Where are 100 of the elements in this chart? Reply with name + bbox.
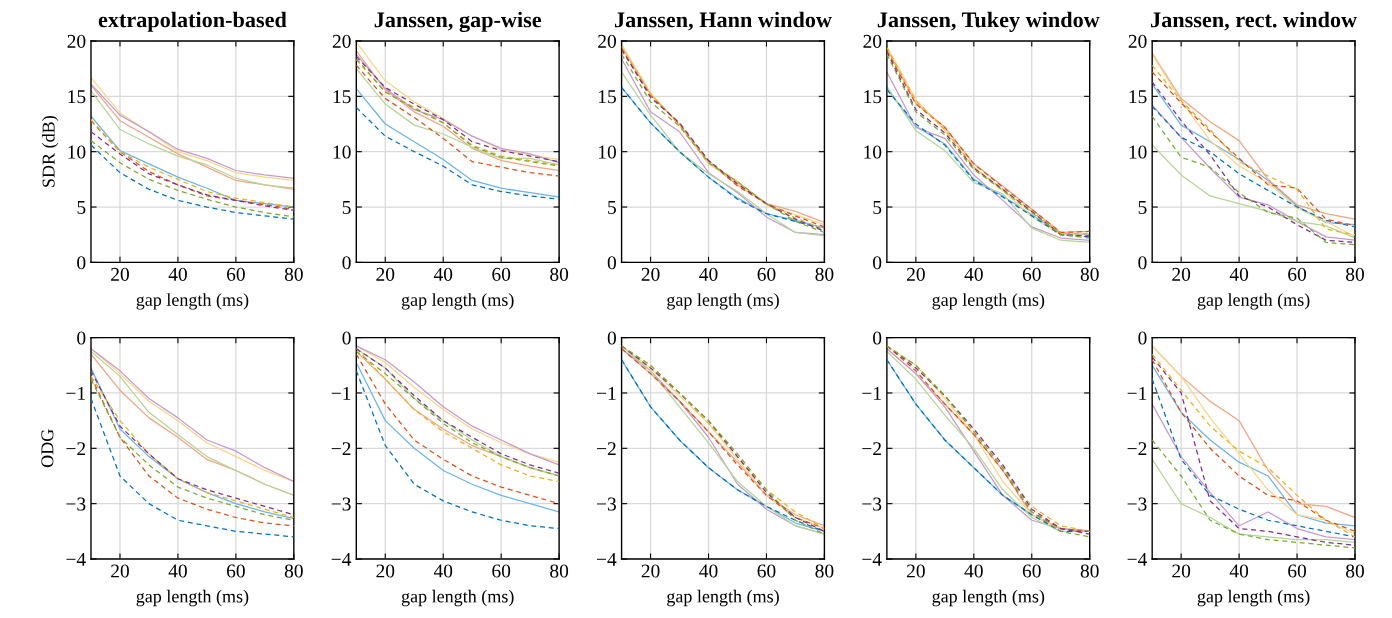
x-tick-label: 20 bbox=[906, 267, 925, 281]
x-axis-title: gap length (ms) bbox=[667, 589, 779, 607]
x-tick-label: 20 bbox=[1172, 564, 1191, 578]
y-tick-label: 0 bbox=[1138, 256, 1147, 270]
x-axis-title: gap length (ms) bbox=[1197, 293, 1310, 310]
chart-title: extrapolation-based bbox=[98, 11, 287, 32]
y-tick-label: 0 bbox=[342, 331, 351, 345]
x-tick-label: 40 bbox=[964, 267, 983, 281]
y-tick-label: −3 bbox=[331, 497, 351, 511]
x-tick-label: 20 bbox=[376, 564, 395, 578]
y-tick-label: −3 bbox=[66, 497, 86, 511]
y-tick-label: 5 bbox=[342, 201, 351, 214]
x-axis-title: gap length (ms) bbox=[932, 589, 1045, 607]
x-tick-label: 20 bbox=[111, 267, 129, 281]
x-tick-label: 20 bbox=[111, 564, 129, 578]
y-tick-label: −1 bbox=[331, 386, 351, 400]
y-tick-label: 20 bbox=[598, 34, 616, 48]
y-tick-label: 20 bbox=[67, 34, 86, 48]
line-series bbox=[356, 87, 560, 198]
x-tick-label: 60 bbox=[1022, 564, 1041, 578]
x-tick-label: 80 bbox=[284, 564, 303, 578]
line-series bbox=[356, 106, 560, 200]
x-tick-label: 80 bbox=[550, 267, 569, 281]
y-tick-label: −1 bbox=[1127, 386, 1147, 400]
x-tick-label: 40 bbox=[964, 564, 983, 578]
x-tick-label: 60 bbox=[1022, 267, 1041, 281]
y-tick-label: 5 bbox=[77, 201, 86, 214]
chart-title: Janssen, Tukey window bbox=[877, 11, 1100, 32]
x-tick-label: 20 bbox=[906, 564, 925, 578]
line-series bbox=[356, 370, 560, 530]
y-tick-label: −1 bbox=[597, 386, 616, 400]
x-tick-label: 40 bbox=[1229, 564, 1249, 578]
line-series bbox=[1152, 439, 1355, 549]
x-tick-label: 20 bbox=[641, 564, 660, 578]
line-series bbox=[1152, 403, 1355, 541]
y-tick-label: 0 bbox=[77, 331, 86, 345]
x-tick-label: 20 bbox=[376, 267, 395, 281]
line-series bbox=[91, 397, 294, 538]
x-tick-label: 40 bbox=[433, 267, 453, 281]
x-tick-label: 80 bbox=[1346, 267, 1364, 281]
y-tick-label: −4 bbox=[66, 552, 86, 566]
x-tick-label: 60 bbox=[1288, 267, 1307, 281]
y-tick-label: 5 bbox=[608, 201, 616, 214]
y-axis-title: ODG bbox=[41, 429, 54, 468]
chart-title: Janssen, gap-wise bbox=[374, 11, 542, 33]
x-axis-title: gap length (ms) bbox=[932, 293, 1045, 310]
y-tick-label: −3 bbox=[597, 497, 616, 511]
y-tick-label: 5 bbox=[873, 201, 882, 214]
x-tick-label: 60 bbox=[492, 564, 511, 578]
y-tick-label: 10 bbox=[598, 145, 616, 159]
x-tick-label: 80 bbox=[815, 564, 834, 578]
y-tick-label: −3 bbox=[1127, 497, 1147, 511]
y-tick-label: 15 bbox=[333, 90, 351, 104]
x-tick-label: 40 bbox=[699, 564, 718, 578]
x-tick-label: 60 bbox=[492, 267, 511, 281]
y-tick-label: −4 bbox=[862, 552, 882, 566]
x-tick-label: 80 bbox=[815, 267, 834, 281]
y-tick-label: 15 bbox=[68, 90, 86, 104]
y-tick-label: −1 bbox=[862, 386, 881, 400]
x-axis-title: gap length (ms) bbox=[667, 293, 779, 310]
y-tick-label: 10 bbox=[68, 145, 86, 159]
x-tick-label: 80 bbox=[1080, 564, 1099, 578]
y-axis-title: SDR (dB) bbox=[41, 116, 59, 187]
x-tick-label: 60 bbox=[757, 564, 776, 578]
x-tick-label: 80 bbox=[1080, 267, 1099, 281]
x-tick-label: 60 bbox=[226, 564, 245, 578]
x-axis-title: gap length (ms) bbox=[401, 589, 514, 607]
y-tick-label: −2 bbox=[862, 442, 881, 456]
y-tick-label: 0 bbox=[607, 256, 616, 270]
x-tick-label: 60 bbox=[226, 267, 245, 281]
y-tick-label: −3 bbox=[862, 497, 882, 511]
chart-title: Janssen, rect. window bbox=[1151, 11, 1357, 31]
y-tick-label: −4 bbox=[1127, 552, 1148, 566]
x-tick-label: 80 bbox=[550, 564, 569, 578]
y-tick-label: −4 bbox=[597, 552, 617, 566]
y-tick-label: −4 bbox=[331, 552, 352, 566]
y-tick-label: 5 bbox=[1138, 201, 1147, 214]
y-tick-label: −2 bbox=[66, 442, 86, 456]
y-tick-label: 10 bbox=[864, 145, 882, 159]
x-axis-title: gap length (ms) bbox=[136, 589, 249, 607]
y-tick-label: 0 bbox=[77, 256, 86, 270]
y-tick-label: 0 bbox=[1138, 331, 1147, 345]
y-tick-label: 15 bbox=[864, 90, 882, 104]
y-tick-label: −2 bbox=[1127, 442, 1147, 456]
y-tick-label: −1 bbox=[66, 386, 85, 400]
y-tick-label: 0 bbox=[342, 256, 351, 270]
y-tick-label: 20 bbox=[863, 34, 882, 48]
x-tick-label: 40 bbox=[433, 564, 453, 578]
y-tick-label: 20 bbox=[1128, 34, 1147, 48]
y-tick-label: 10 bbox=[1129, 145, 1147, 159]
y-tick-label: 15 bbox=[598, 90, 616, 104]
x-axis-title: gap length (ms) bbox=[136, 293, 249, 310]
line-series bbox=[1152, 458, 1355, 544]
x-tick-label: 40 bbox=[699, 267, 718, 281]
y-tick-label: −2 bbox=[597, 442, 616, 456]
x-tick-label: 60 bbox=[1288, 564, 1307, 578]
chart-title: Janssen, Hann window bbox=[615, 11, 832, 31]
y-tick-label: 0 bbox=[873, 331, 882, 345]
x-tick-label: 20 bbox=[1172, 267, 1191, 281]
x-tick-label: 40 bbox=[1229, 267, 1249, 281]
